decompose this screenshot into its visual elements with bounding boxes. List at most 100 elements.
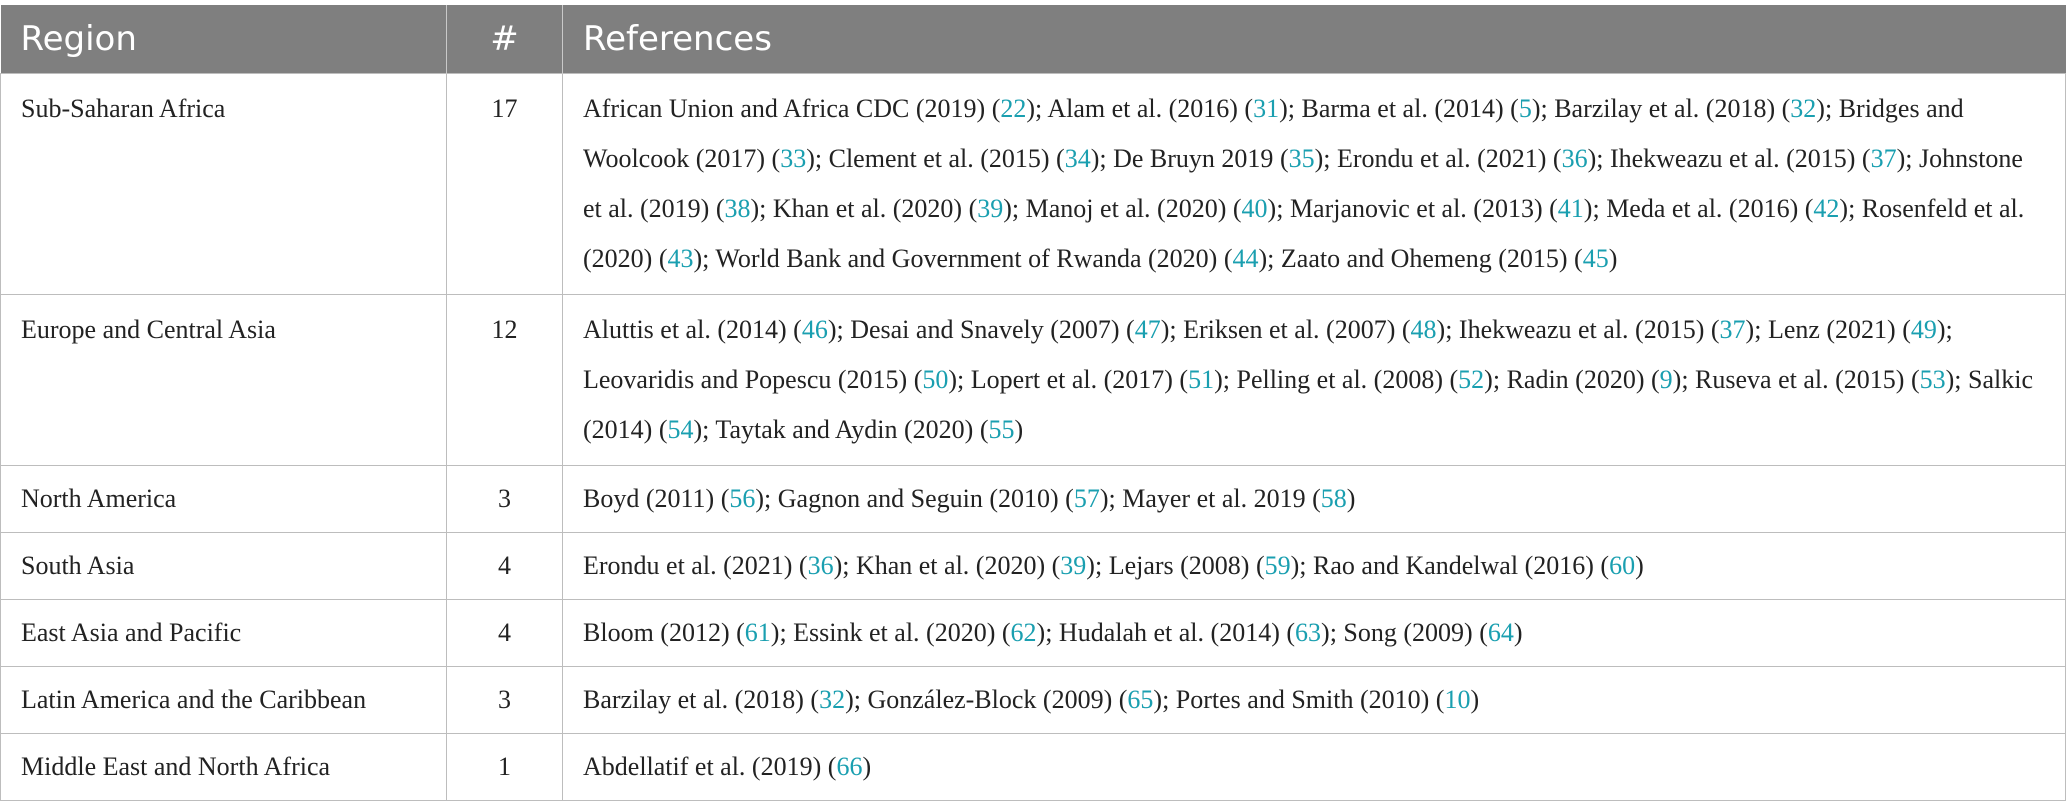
table-row: Europe and Central Asia 12 Aluttis et al. …: [0, 294, 2066, 466]
citation-link[interactable]: 66: [836, 752, 863, 781]
reference-text: African Union and Africa CDC (2019): [583, 94, 986, 123]
references-cell: Abdellatif et al. (2019) (66): [562, 733, 2066, 801]
references-cell: Erondu et al. (2021) (36); Khan et al. (…: [562, 532, 2066, 600]
reference-text: Bloom (2012): [583, 618, 730, 647]
citation-link[interactable]: 56: [729, 484, 756, 513]
reference-text: Rosenfeld et al. (2020): [583, 194, 2025, 273]
reference-text: Manoj et al. (2020): [1025, 194, 1227, 223]
reference-text: Aluttis et al. (2014): [583, 315, 787, 344]
reference-text: Essink et al. (2020): [793, 618, 996, 647]
reference-text: Erondu et al. (2021): [583, 551, 793, 580]
reference-text: Khan et al. (2020): [855, 551, 1046, 580]
reference-text: Ihekweazu et al. (2015): [1609, 144, 1856, 173]
reference-text: Song (2009): [1343, 618, 1473, 647]
reference-text: Barzilay et al. (2018): [583, 685, 804, 714]
reference-text: Boyd (2011): [583, 484, 715, 513]
citation-link[interactable]: 49: [1910, 315, 1937, 344]
citation-link[interactable]: 58: [1320, 484, 1347, 513]
citation-link[interactable]: 41: [1557, 194, 1584, 223]
citation-link[interactable]: 38: [724, 194, 751, 223]
reference-text: Desai and Snavely (2007): [850, 315, 1120, 344]
reference-text: Johnstone et al. (2019): [583, 144, 2023, 223]
reference-text: Bridges and Woolcook (2017): [583, 94, 1964, 173]
citation-link[interactable]: 53: [1919, 365, 1946, 394]
citation-link[interactable]: 51: [1188, 365, 1215, 394]
citation-link[interactable]: 54: [667, 415, 694, 444]
citation-link[interactable]: 33: [780, 144, 807, 173]
citation-link[interactable]: 46: [801, 315, 828, 344]
reference-text: Mayer et al. 2019: [1122, 484, 1306, 513]
reference-text: World Bank and Government of Rwanda (202…: [715, 244, 1218, 273]
citation-link[interactable]: 32: [1790, 94, 1817, 123]
count-cell: 4: [446, 599, 563, 667]
citation-link[interactable]: 61: [744, 618, 771, 647]
citation-link[interactable]: 63: [1295, 618, 1322, 647]
citation-link[interactable]: 10: [1444, 685, 1471, 714]
citation-link[interactable]: 40: [1241, 194, 1268, 223]
region-cell: Sub-Saharan Africa: [0, 73, 447, 295]
table-body: Sub-Saharan Africa 17 African Union and Af…: [0, 73, 2066, 801]
reference-text: Lenz (2021): [1767, 315, 1896, 344]
reference-text: Barzilay et al. (2018): [1554, 94, 1776, 123]
citation-link[interactable]: 42: [1813, 194, 1840, 223]
table-row: East Asia and Pacific 4 Bloom (2012) (61);…: [0, 599, 2066, 667]
citation-link[interactable]: 48: [1410, 315, 1437, 344]
citation-link[interactable]: 32: [819, 685, 846, 714]
citation-link[interactable]: 36: [1561, 144, 1588, 173]
citation-link[interactable]: 50: [922, 365, 949, 394]
count-cell: 4: [446, 532, 563, 600]
references-cell: Bloom (2012) (61); Essink et al. (2020) …: [562, 599, 2066, 667]
citation-link[interactable]: 60: [1609, 551, 1636, 580]
citation-link[interactable]: 64: [1487, 618, 1514, 647]
reference-text: De Bruyn 2019: [1113, 144, 1274, 173]
citation-link[interactable]: 43: [667, 244, 694, 273]
references-cell: Boyd (2011) (56); Gagnon and Seguin (201…: [562, 465, 2066, 533]
reference-text: Marjanovic et al. (2013): [1289, 194, 1543, 223]
citation-link[interactable]: 44: [1232, 244, 1259, 273]
header-count: #: [446, 5, 563, 74]
citation-link[interactable]: 37: [1719, 315, 1746, 344]
reference-text: Clement et al. (2015): [828, 144, 1050, 173]
citation-link[interactable]: 22: [1000, 94, 1027, 123]
citation-link[interactable]: 34: [1064, 144, 1091, 173]
region-cell: North America: [0, 465, 447, 533]
table-header: Region # References: [0, 5, 2066, 74]
citation-link[interactable]: 37: [1870, 144, 1897, 173]
reference-text: Erondu et al. (2021): [1337, 144, 1547, 173]
reference-text: Salkic (2014): [583, 365, 2033, 444]
citation-link[interactable]: 36: [807, 551, 834, 580]
citation-link[interactable]: 39: [977, 194, 1004, 223]
citation-link[interactable]: 45: [1582, 244, 1609, 273]
reference-text: Hudalah et al. (2014): [1058, 618, 1280, 647]
reference-text: Gagnon and Seguin (2010): [777, 484, 1059, 513]
references-cell: African Union and Africa CDC (2019) (22)…: [562, 73, 2066, 295]
citation-link[interactable]: 57: [1073, 484, 1100, 513]
regions-table: Region # References Sub-Saharan Africa 17…: [0, 5, 2066, 801]
citation-link[interactable]: 9: [1659, 365, 1673, 394]
table-row: Latin America and the Caribbean 3 Barzilay…: [0, 666, 2066, 734]
region-cell: East Asia and Pacific: [0, 599, 447, 667]
citation-link[interactable]: 55: [988, 415, 1015, 444]
reference-text: Eriksen et al. (2007): [1183, 315, 1396, 344]
citation-link[interactable]: 52: [1458, 365, 1485, 394]
count-cell: 3: [446, 666, 563, 734]
reference-text: Meda et al. (2016): [1606, 194, 1799, 223]
count-cell: 12: [446, 294, 563, 466]
reference-text: Pelling et al. (2008): [1236, 365, 1443, 394]
citation-link[interactable]: 31: [1253, 94, 1280, 123]
citation-link[interactable]: 5: [1518, 94, 1532, 123]
citation-link[interactable]: 47: [1134, 315, 1161, 344]
citation-link[interactable]: 62: [1010, 618, 1037, 647]
table-row: South Asia 4 Erondu et al. (2021) (36); Kh…: [0, 532, 2066, 600]
region-cell: Europe and Central Asia: [0, 294, 447, 466]
reference-text: Rao and Kandelwal (2016): [1313, 551, 1594, 580]
reference-text: Khan et al. (2020): [772, 194, 963, 223]
region-cell: Middle East and North Africa: [0, 733, 447, 801]
citation-link[interactable]: 65: [1127, 685, 1154, 714]
citation-link[interactable]: 39: [1060, 551, 1087, 580]
citation-link[interactable]: 35: [1288, 144, 1315, 173]
reference-text: Radin (2020): [1506, 365, 1645, 394]
citation-link[interactable]: 59: [1264, 551, 1291, 580]
header-region: Region: [0, 5, 447, 74]
reference-text: Leovaridis and Popescu (2015): [583, 365, 908, 394]
